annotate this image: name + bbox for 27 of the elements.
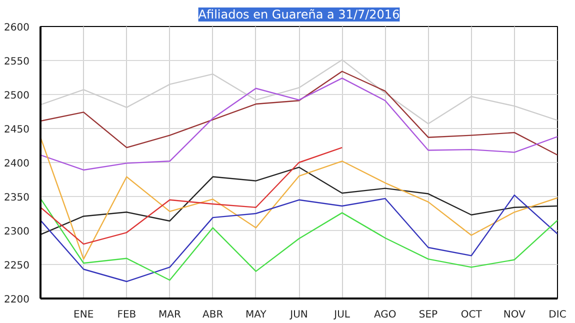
- line-series: [40, 136, 558, 260]
- x-tick-label: MAR: [158, 310, 182, 320]
- y-tick-label: 2500: [4, 90, 30, 102]
- x-tick-label: ABR: [202, 310, 224, 320]
- y-tick-label: 2600: [4, 22, 30, 34]
- y-tick-label: 2400: [4, 158, 30, 170]
- x-tick-label: JUN: [289, 310, 308, 320]
- line-series: [40, 146, 343, 245]
- y-tick-label: 2300: [4, 226, 30, 238]
- y-tick-label: 2250: [4, 260, 30, 272]
- y-tick-label: 2200: [4, 294, 30, 306]
- line-series: [40, 70, 558, 156]
- x-tick-label: MAY: [246, 310, 268, 320]
- y-tick-label: 2450: [4, 124, 30, 136]
- x-tick-label: AGO: [374, 310, 396, 320]
- x-tick-label: DIC: [548, 310, 566, 320]
- x-tick-label: SEP: [418, 310, 438, 320]
- x-tick-label: OCT: [460, 310, 483, 320]
- x-tick-label: FEB: [117, 310, 136, 320]
- x-tick-label: ENE: [74, 310, 94, 320]
- chart-title: Afiliados en Guareña a 31/7/2016: [198, 8, 400, 22]
- x-tick-label: JUL: [333, 310, 350, 320]
- x-tick-label: NOV: [503, 310, 526, 320]
- y-tick-label: 2350: [4, 192, 30, 204]
- y-tick-label: 2550: [4, 56, 30, 68]
- line-series: [40, 78, 558, 171]
- line-series: [40, 166, 558, 236]
